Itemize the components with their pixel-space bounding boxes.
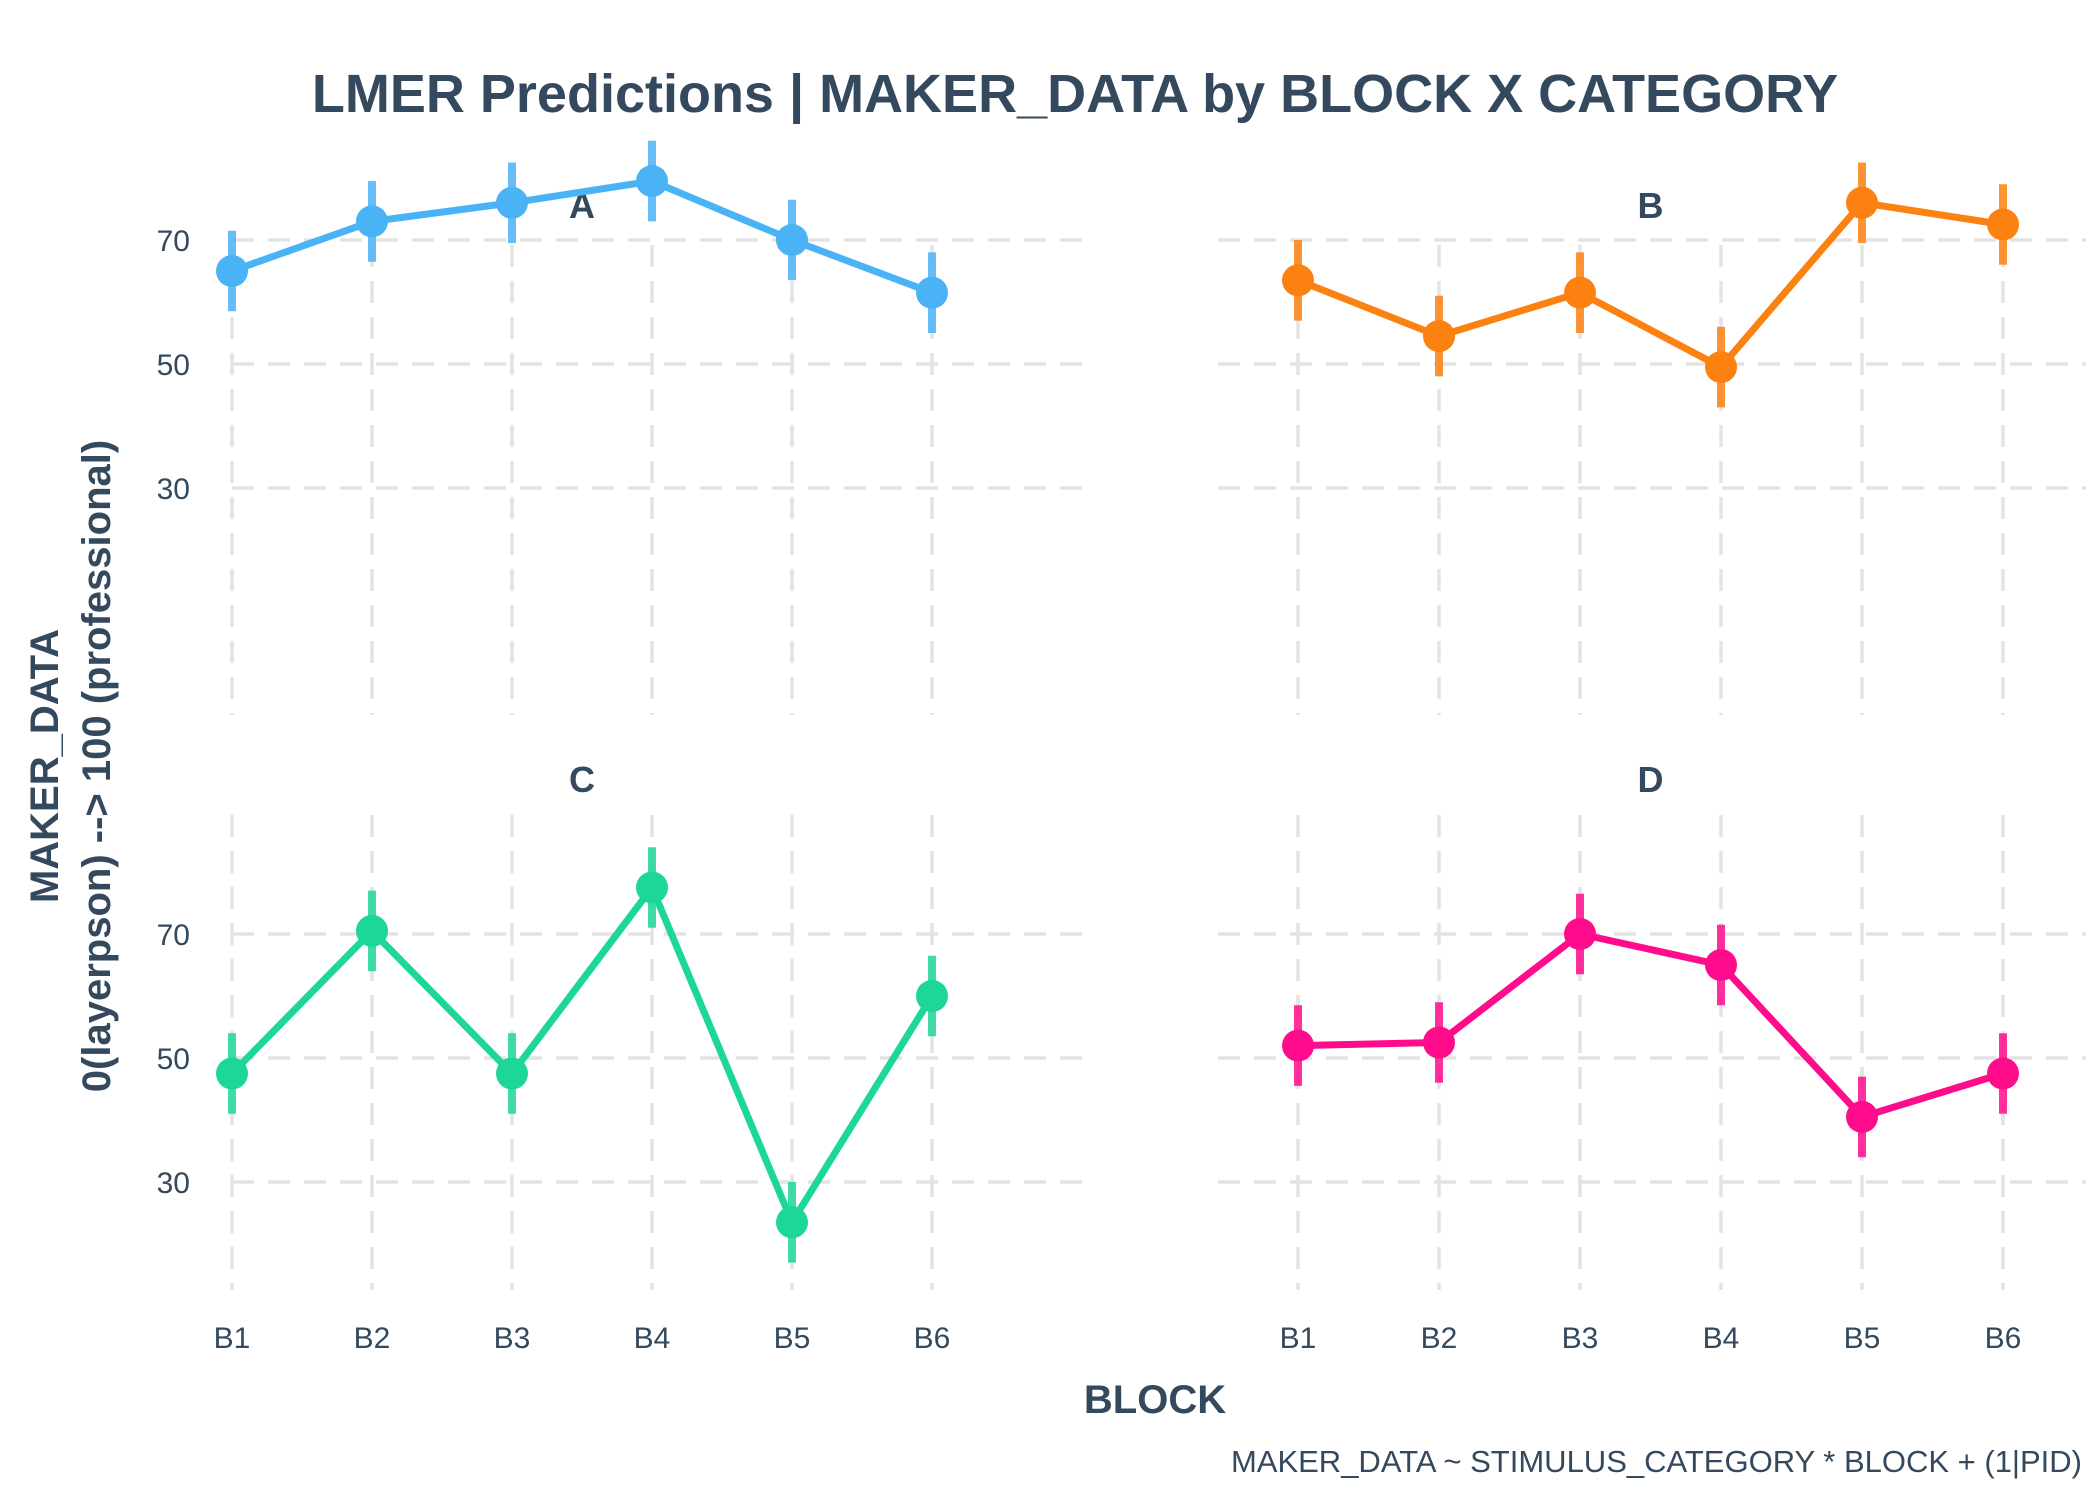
y-tick-label: 50 [157, 1043, 190, 1076]
data-point [1705, 949, 1737, 981]
chart-title: LMER Predictions | MAKER_DATA by BLOCK X… [312, 64, 1838, 125]
x-axis-title: BLOCK [1084, 1378, 1226, 1422]
x-tick-label: B3 [494, 1322, 531, 1355]
y-tick-label: 30 [157, 473, 190, 506]
y-tick-label: 50 [157, 349, 190, 382]
panel-strip-label: B [1638, 185, 1664, 226]
data-point [1846, 186, 1878, 219]
data-point [916, 980, 948, 1012]
panel-c: C 30 50 70 B1 B2 B3 B4 B5 B6 [157, 759, 1095, 1355]
data-point [1282, 264, 1314, 297]
data-point [356, 914, 388, 947]
y-tick-label: 30 [157, 1167, 190, 1200]
data-point [636, 165, 668, 198]
data-point [496, 1057, 528, 1090]
x-tick-label: B1 [1280, 1322, 1317, 1355]
y-tick-label: 70 [157, 919, 190, 952]
panel-b: B [1218, 162, 2086, 715]
data-point [1423, 320, 1455, 353]
chart-caption: MAKER_DATA ~ STIMULUS_CATEGORY * BLOCK +… [1231, 1444, 2082, 1479]
data-point [1423, 1026, 1455, 1059]
data-point [916, 276, 948, 309]
x-tick-label: B2 [354, 1322, 391, 1355]
y-axis-title-line-1: MAKER_DATA [23, 629, 67, 903]
data-point [1846, 1100, 1878, 1133]
series-line [230, 177, 934, 296]
series-line [1296, 199, 2004, 371]
panel-strip-label: C [569, 759, 595, 800]
panel-strip-label: D [1638, 759, 1664, 800]
data-point [1282, 1029, 1314, 1062]
y-axis-title-line-2: 0(layerpson) --> 100 (professional) [75, 440, 119, 1092]
data-point [496, 186, 528, 219]
x-tick-label: B4 [634, 1322, 671, 1355]
series-line [1297, 930, 2005, 1121]
data-point [636, 871, 668, 904]
x-tick-label: B6 [914, 1322, 951, 1355]
x-tick-label: B6 [1985, 1322, 2022, 1355]
data-point [1987, 1057, 2019, 1090]
data-point [1987, 208, 2019, 241]
x-tick-label: B5 [774, 1322, 811, 1355]
data-point [776, 1206, 808, 1239]
data-point [1564, 918, 1596, 950]
data-point [356, 205, 388, 238]
y-tick-label: 70 [157, 225, 190, 258]
panel-d: D B1 B2 B3 B4 B5 B6 [1218, 759, 2086, 1355]
x-tick-label: B4 [1703, 1322, 1740, 1355]
series-line [229, 884, 935, 1226]
y-axis-title: MAKER_DATA 0(layerpson) --> 100 (profess… [23, 440, 119, 1092]
x-tick-label: B1 [214, 1322, 251, 1355]
data-point [216, 255, 248, 287]
x-tick-label: B5 [1844, 1322, 1881, 1355]
data-point [1705, 351, 1737, 384]
x-tick-label: B2 [1421, 1322, 1458, 1355]
data-point [776, 224, 808, 256]
x-tick-label: B3 [1562, 1322, 1599, 1355]
data-point [1564, 276, 1596, 309]
data-point [216, 1057, 248, 1090]
